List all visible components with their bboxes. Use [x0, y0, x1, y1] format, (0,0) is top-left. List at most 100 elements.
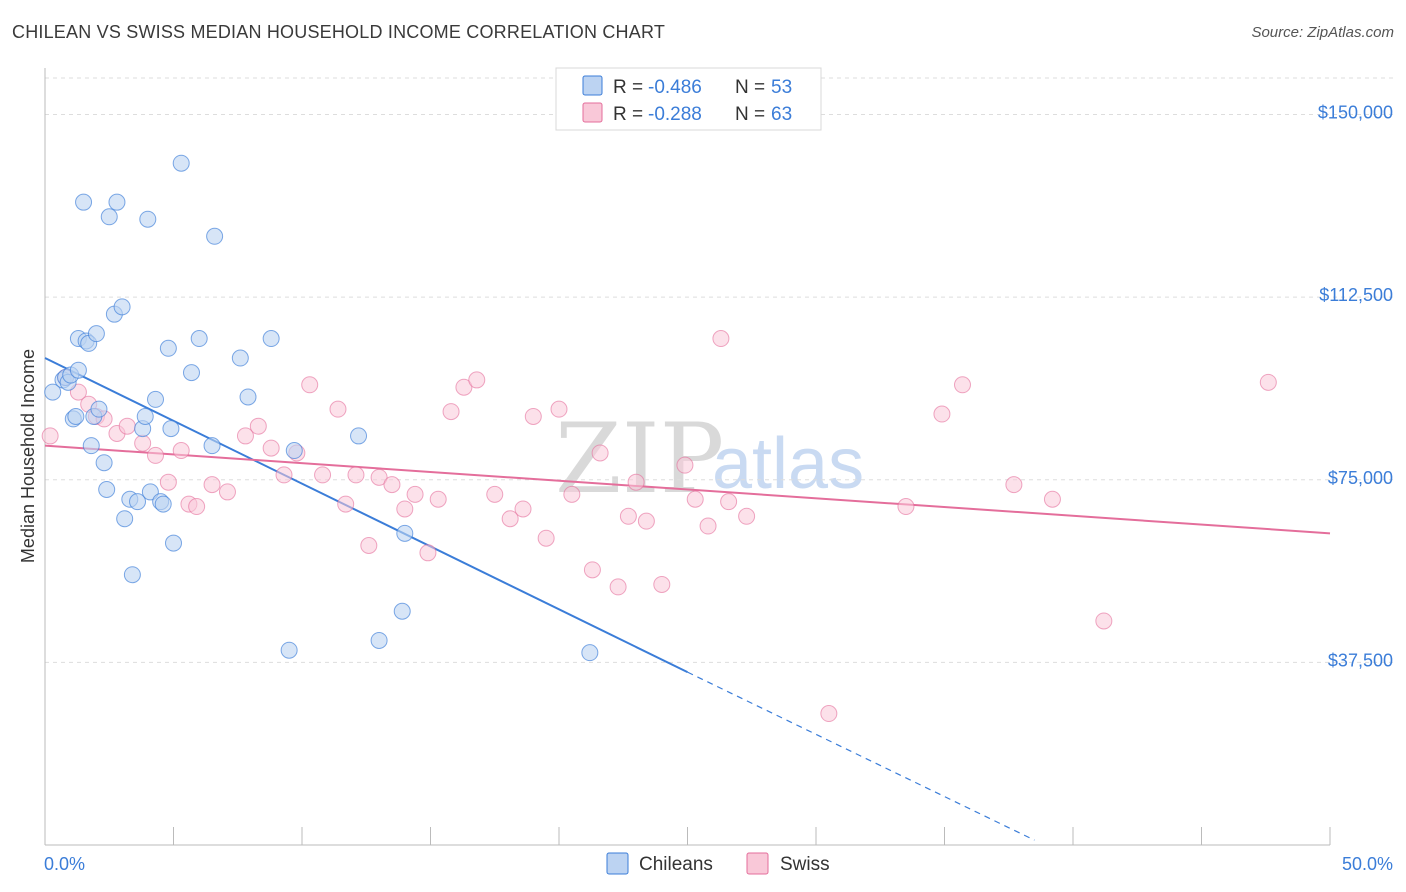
x-tick-label-min: 0.0%: [44, 854, 85, 874]
swiss-point: [134, 434, 152, 452]
swiss-point: [406, 485, 424, 503]
chileans-point: [239, 388, 257, 406]
swiss-point: [591, 444, 609, 462]
gridlines: [45, 77, 1395, 663]
swiss-point: [329, 400, 347, 418]
swiss-point: [360, 537, 378, 555]
y-tick-labels: $37,500 $75,000 $112,500 $150,000: [1318, 103, 1393, 671]
swiss-point: [637, 512, 655, 530]
swiss-point: [118, 417, 136, 435]
chileans-point: [100, 208, 118, 226]
swiss-point: [301, 376, 319, 394]
swiss-point: [236, 427, 254, 445]
swiss-point: [686, 490, 704, 508]
swiss-point: [442, 403, 460, 421]
chileans-point: [67, 407, 85, 425]
swiss-point: [1043, 490, 1061, 508]
chileans-point: [262, 330, 280, 348]
chileans-point: [190, 330, 208, 348]
swiss-point: [524, 407, 542, 425]
swiss-point: [583, 561, 601, 579]
chileans-point: [87, 325, 105, 343]
swiss-point: [501, 510, 519, 528]
swiss-point: [249, 417, 267, 435]
chileans-point: [139, 210, 157, 228]
swiss-point: [550, 400, 568, 418]
swiss-point: [738, 507, 756, 525]
swiss-point: [820, 705, 838, 723]
swiss-point: [653, 575, 671, 593]
chileans-point: [98, 481, 116, 499]
source-label: Source: ZipAtlas.com: [1251, 24, 1394, 41]
swiss-point: [337, 495, 355, 513]
chileans-point: [141, 483, 159, 501]
swiss-point: [933, 405, 951, 423]
swiss-point: [159, 473, 177, 491]
legend-n-label-2: N =: [735, 104, 765, 125]
chileans-trend-extension: [687, 671, 1035, 841]
chileans-point: [285, 442, 303, 460]
legend-swatch-swiss: [582, 102, 603, 123]
swiss-point: [1259, 373, 1277, 391]
bottom-legend-swatch-swiss: [746, 852, 769, 875]
swiss-point: [514, 500, 532, 518]
chileans-point: [95, 454, 113, 472]
chileans-point: [370, 631, 388, 649]
chileans-point: [393, 602, 411, 620]
chileans-point: [75, 193, 93, 211]
chileans-points: [44, 154, 599, 662]
chileans-point: [69, 361, 87, 379]
swiss-point: [383, 476, 401, 494]
legend-r-value-1: -0.486: [648, 77, 702, 98]
bottom-legend-swatch-chileans: [606, 852, 629, 875]
chileans-point: [108, 193, 126, 211]
legend-n-label-1: N =: [735, 77, 765, 98]
swiss-point: [69, 383, 87, 401]
y-tick-label: $150,000: [1318, 103, 1393, 123]
swiss-point: [396, 500, 414, 518]
swiss-point: [147, 446, 165, 464]
chart-title: CHILEAN VS SWISS MEDIAN HOUSEHOLD INCOME…: [12, 22, 666, 42]
swiss-point: [1005, 476, 1023, 494]
swiss-point: [627, 473, 645, 491]
swiss-point: [468, 371, 486, 389]
swiss-point: [619, 507, 637, 525]
bottom-legend-chileans: Chileans: [639, 854, 713, 875]
watermark-atlas: atlas: [712, 424, 864, 504]
swiss-point: [563, 485, 581, 503]
legend-r-label-1: R =: [613, 77, 643, 98]
swiss-point: [537, 529, 555, 547]
swiss-point: [41, 427, 59, 445]
chileans-point: [159, 339, 177, 357]
chileans-point: [136, 407, 154, 425]
axes: [44, 68, 1331, 846]
y-tick-label: $37,500: [1328, 650, 1393, 670]
swiss-point: [455, 378, 473, 396]
swiss-point: [419, 544, 437, 562]
swiss-point: [1095, 612, 1113, 630]
chileans-point: [182, 364, 200, 382]
legend-n-value-1: 53: [771, 77, 792, 98]
chileans-point: [396, 524, 414, 542]
bottom-legend-swiss: Swiss: [780, 854, 830, 875]
swiss-point: [486, 485, 504, 503]
swiss-point: [218, 483, 236, 501]
chileans-point: [147, 390, 165, 408]
y-tick-label: $112,500: [1319, 285, 1393, 305]
swiss-point: [953, 376, 971, 394]
chileans-point: [172, 154, 190, 172]
chileans-point: [165, 534, 182, 552]
x-tick-labels: 0.0% 50.0%: [44, 854, 1393, 874]
legend-n-value-2: 63: [771, 104, 792, 125]
y-axis-title: Median Household Income: [18, 349, 38, 563]
swiss-point: [172, 442, 190, 460]
swiss-point: [897, 498, 915, 516]
swiss-points: [41, 330, 1277, 723]
swiss-point: [188, 498, 206, 516]
legend-r-label-2: R =: [613, 104, 643, 125]
series-legend: Chileans Swiss: [606, 852, 830, 875]
legend-swatch-chileans: [582, 75, 603, 96]
correlation-legend: R = -0.486 N = 53 R = -0.288 N = 63: [555, 67, 822, 131]
chileans-point: [280, 641, 298, 659]
chileans-point: [123, 566, 141, 584]
